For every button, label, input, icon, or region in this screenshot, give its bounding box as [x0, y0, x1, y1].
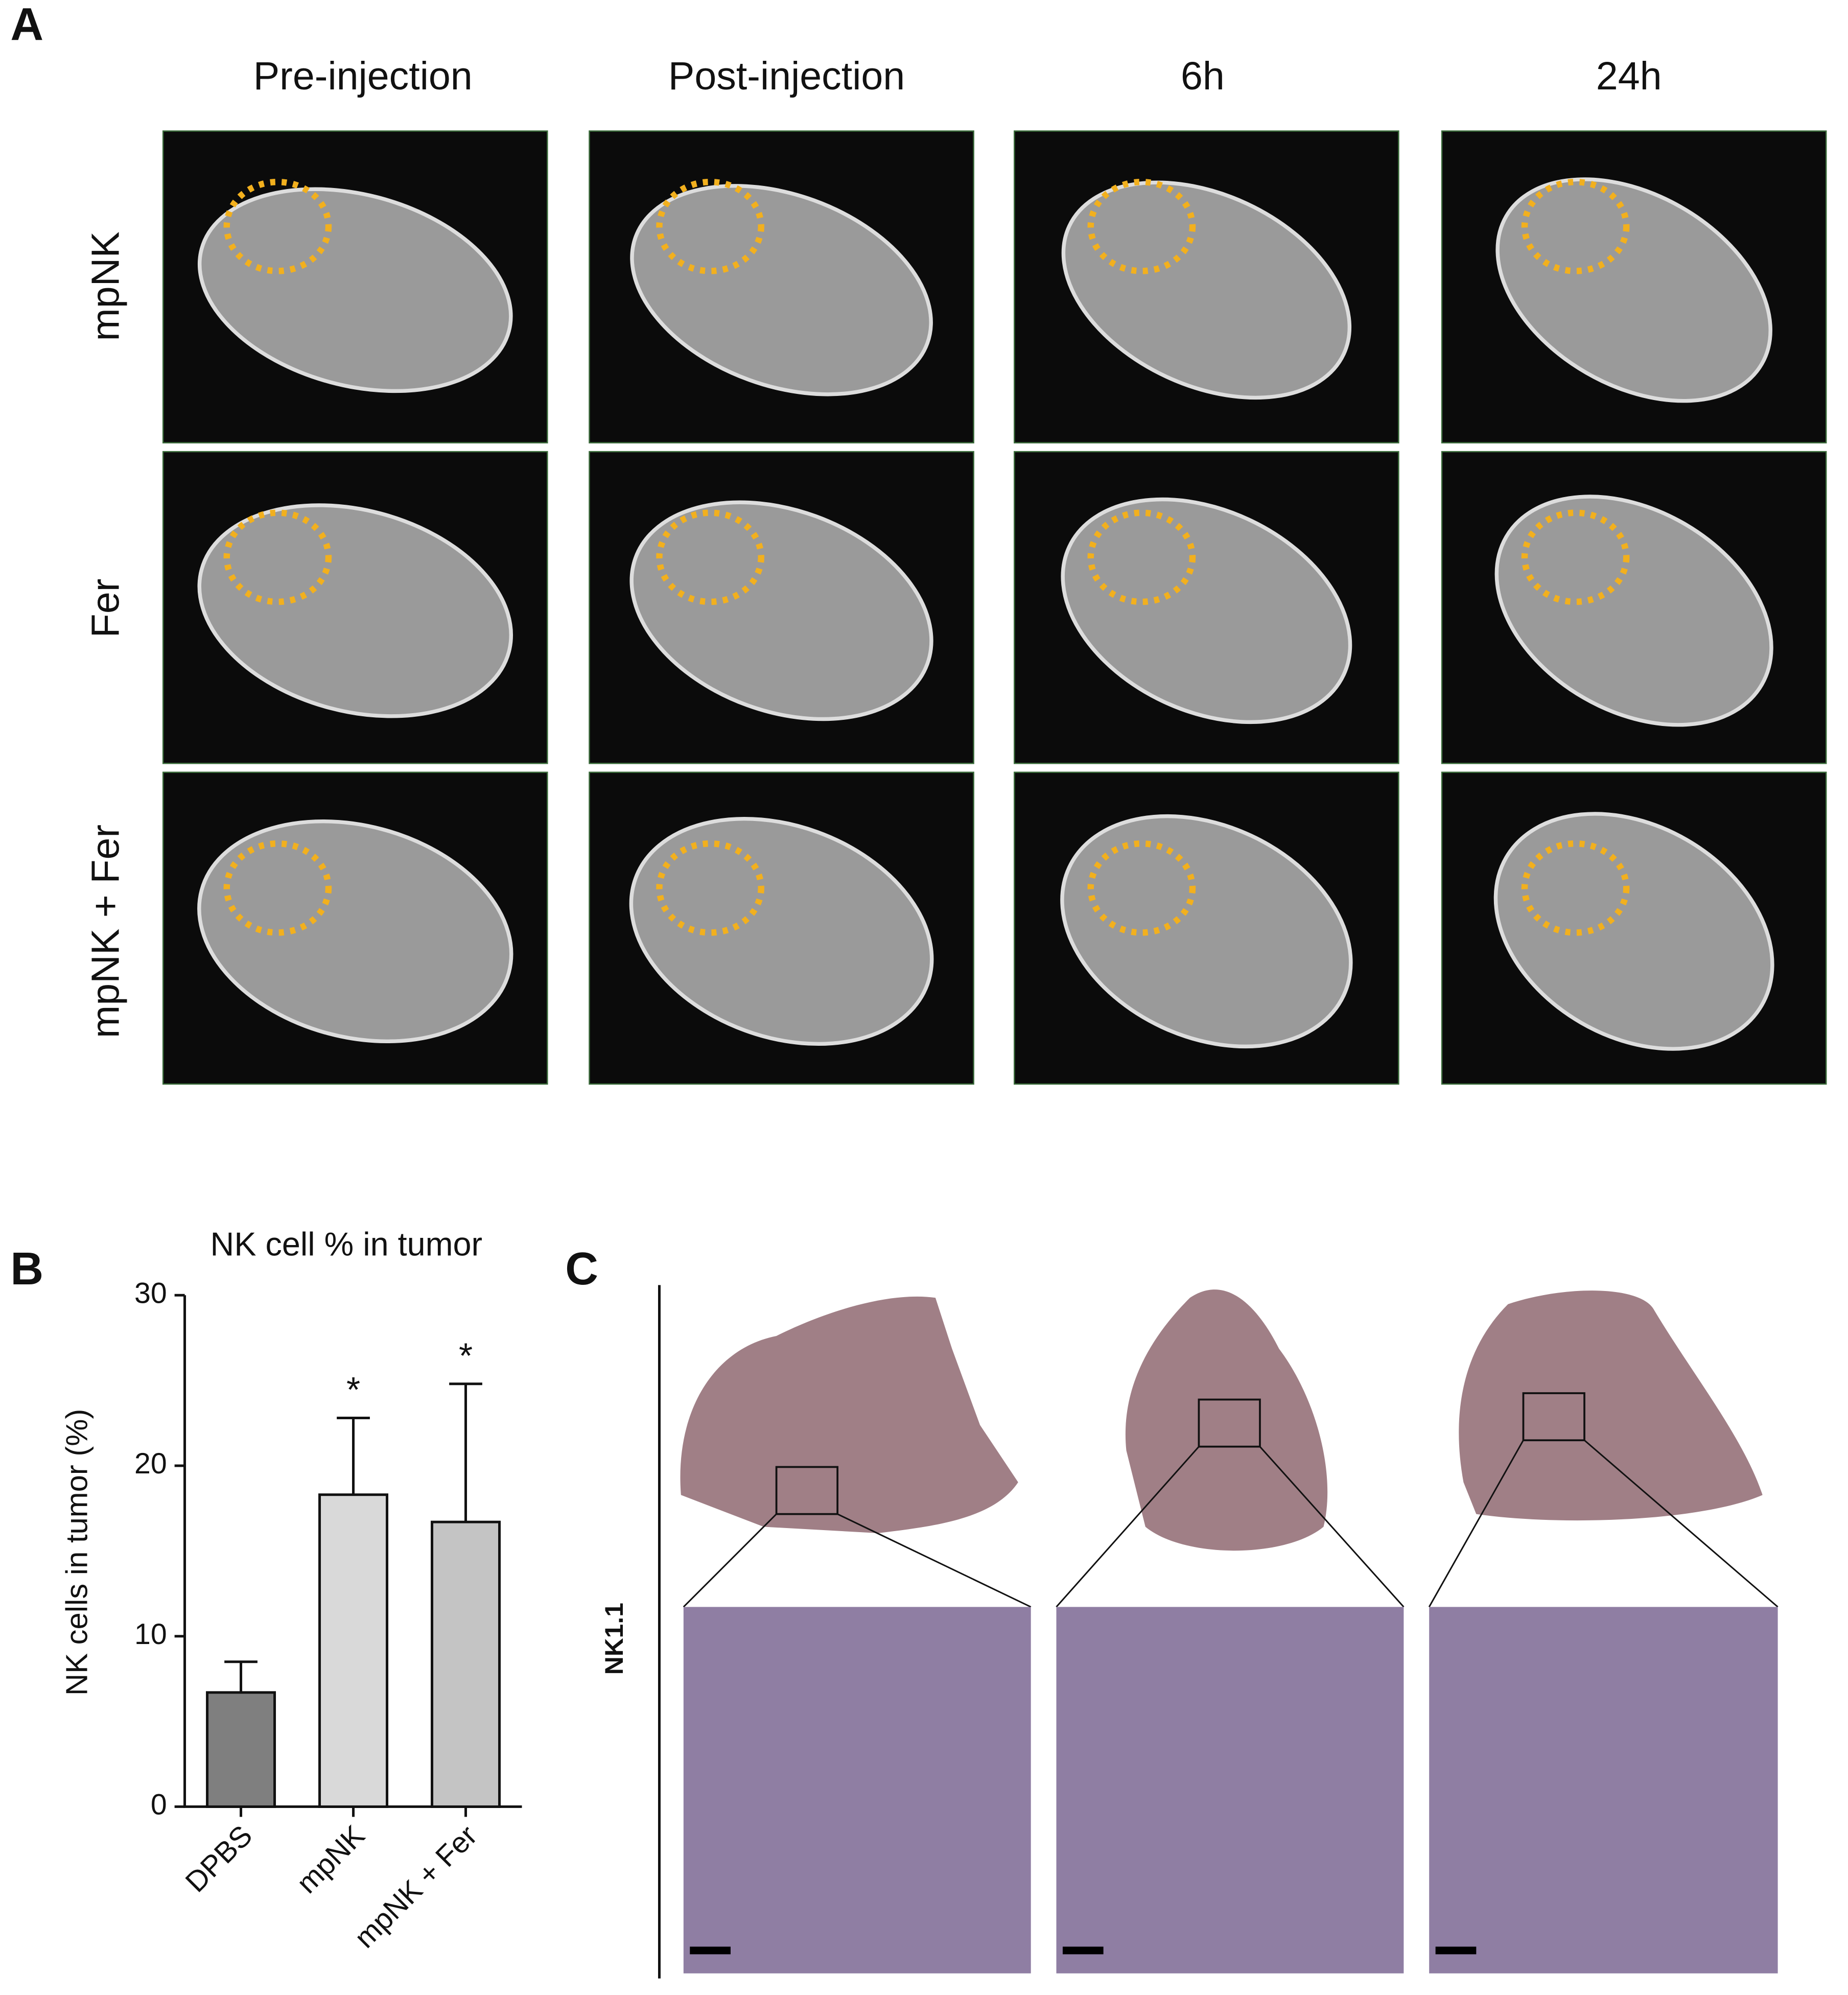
- y-tick-label: 0: [151, 1789, 167, 1821]
- anatomy: [1495, 177, 1772, 403]
- y-tick-label: 10: [134, 1618, 167, 1651]
- inset-box: [1522, 1392, 1585, 1442]
- error-bar: [224, 1660, 258, 1693]
- tumor-outline: [1087, 509, 1196, 605]
- row-title: mpNK: [84, 231, 128, 341]
- zoom-image: [1056, 1607, 1404, 1974]
- tumor-outline: [223, 509, 332, 605]
- tumor-outline: [1521, 509, 1630, 605]
- tumor-outline: [1521, 840, 1630, 936]
- tumor-outline: [1087, 178, 1196, 274]
- x-tick-label: DPBS: [179, 1819, 259, 1899]
- row-title: mpNK + Fer: [84, 825, 128, 1038]
- significance: *: [459, 1335, 473, 1375]
- anatomy: [629, 500, 933, 721]
- tumor-outline: [656, 840, 764, 936]
- stain-label: NK1.1: [600, 1603, 628, 1675]
- zoom-lines: [683, 1440, 1779, 1608]
- bar: [431, 1520, 501, 1808]
- y-tick-label: 30: [134, 1277, 167, 1309]
- panel-label: C: [565, 1243, 598, 1294]
- y-tick-label: 20: [134, 1447, 167, 1480]
- scale-bar: [1062, 1946, 1104, 1955]
- anatomy: [197, 187, 513, 393]
- anatomy: [630, 184, 933, 396]
- column-title: 24h: [1596, 54, 1662, 98]
- anatomy: [629, 816, 934, 1046]
- tumor-outline: [1087, 840, 1196, 936]
- column-title: Pre-injection: [253, 54, 473, 98]
- tissue-section: [1125, 1289, 1328, 1551]
- anatomy: [1494, 495, 1773, 727]
- column-title: Post-injection: [668, 54, 905, 98]
- inset-box: [775, 1466, 839, 1515]
- column-title: 6h: [1181, 54, 1225, 98]
- tissue-section: [1459, 1290, 1763, 1521]
- y-axis-label: NK cells in tumor (%): [60, 1409, 94, 1696]
- anatomy: [197, 503, 513, 718]
- histology: [680, 1289, 1779, 1974]
- anatomy: [1493, 812, 1774, 1051]
- tumor-outline: [656, 509, 764, 605]
- mri-grid: [162, 130, 1827, 1085]
- anatomy: [1060, 814, 1353, 1049]
- error-bar: [337, 1417, 370, 1495]
- anatomy: [197, 819, 513, 1044]
- panel-label: B: [10, 1243, 43, 1294]
- tumor-outline: [1521, 178, 1630, 274]
- inset-box: [1198, 1398, 1261, 1448]
- panel-label: A: [10, 0, 43, 50]
- chart-title: NK cell % in tumor: [210, 1226, 483, 1263]
- error-bar: [449, 1382, 482, 1522]
- zoom-image: [683, 1607, 1031, 1974]
- bar: [318, 1493, 389, 1808]
- zoom-image: [1429, 1607, 1778, 1974]
- anatomy: [1061, 497, 1352, 724]
- tumor-outline: [223, 840, 332, 936]
- significance: *: [346, 1370, 360, 1410]
- row-title: Fer: [84, 579, 128, 638]
- tumor-outline: [223, 178, 332, 274]
- bar: [206, 1691, 276, 1808]
- scale-bar: [1435, 1946, 1477, 1955]
- anatomy: [1061, 180, 1352, 400]
- x-tick-label: mpNK: [291, 1819, 371, 1900]
- tissue-section: [680, 1296, 1018, 1533]
- tumor-outline: [656, 178, 764, 274]
- scale-bar: [690, 1946, 731, 1955]
